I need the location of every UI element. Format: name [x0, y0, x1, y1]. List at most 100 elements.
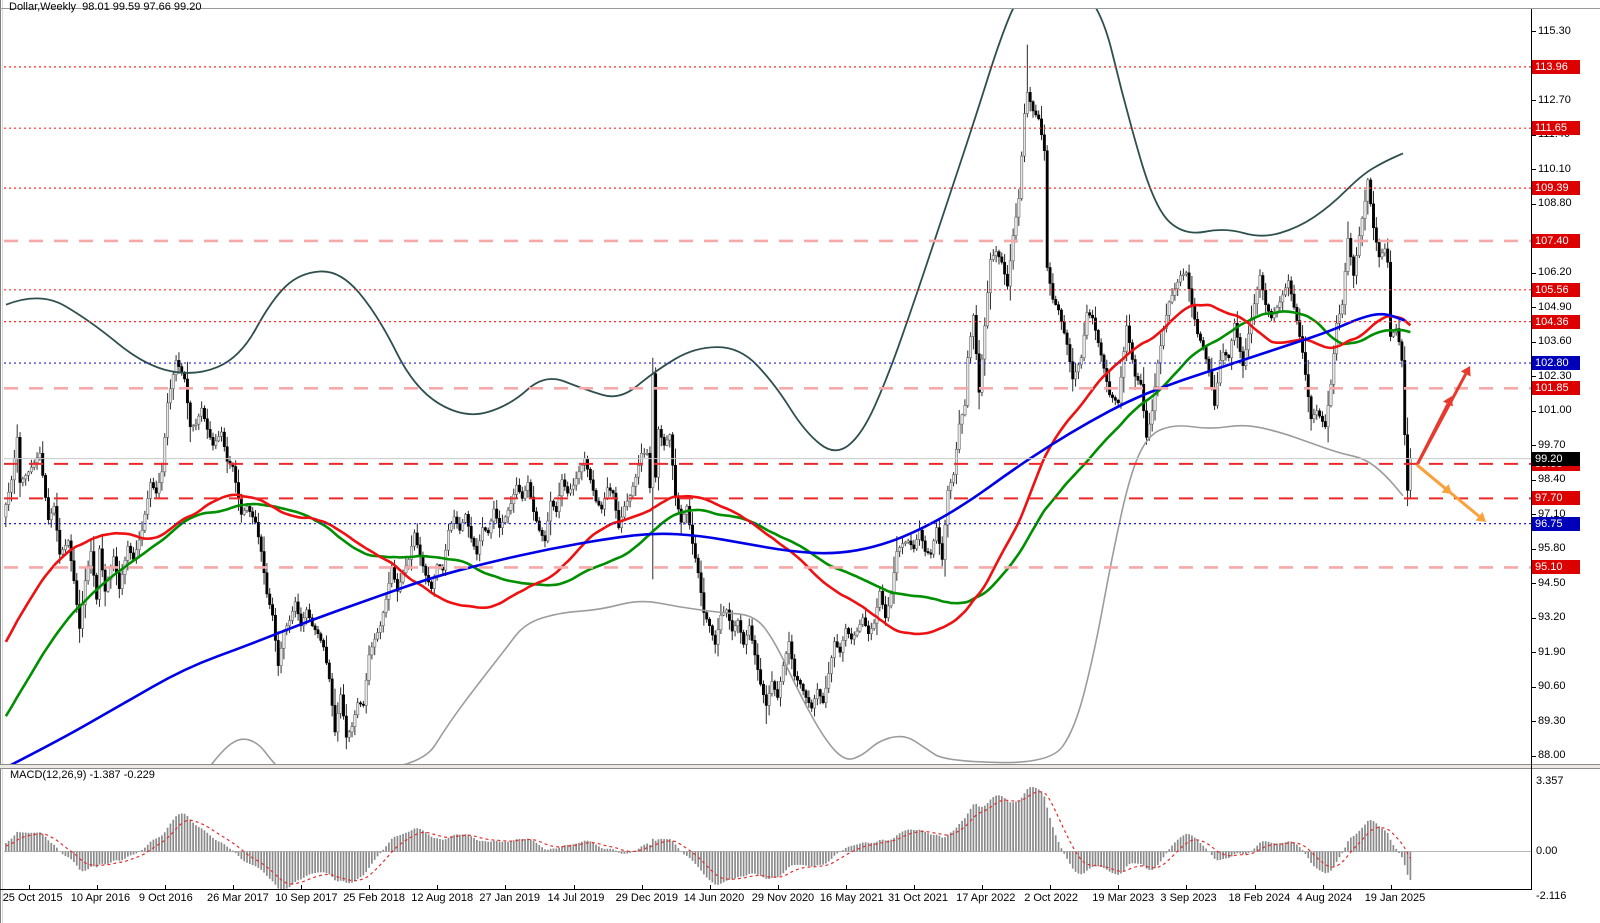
- candle-body: [305, 609, 309, 619]
- price-tick-label: 103.60: [1538, 335, 1572, 348]
- candle-body: [166, 402, 170, 438]
- upper-band-line[interactable]: [5, 0, 1404, 452]
- candle-body: [421, 556, 425, 567]
- candle-body: [1281, 294, 1285, 303]
- candle-body: [793, 658, 797, 677]
- candle-body: [509, 503, 513, 511]
- candle-body: [455, 516, 459, 524]
- candle-body: [847, 628, 851, 635]
- candle-body: [1076, 364, 1080, 373]
- candle-body: [18, 437, 22, 483]
- projection-arrow-down-long-head[interactable]: [1475, 512, 1486, 522]
- candle-body: [234, 466, 238, 483]
- candle-body: [622, 506, 626, 518]
- candle-body: [580, 464, 584, 473]
- price-level-badge-105.56[interactable]: 105.56: [1532, 282, 1580, 297]
- price-tick-mark: [1531, 583, 1536, 585]
- projection-arrows[interactable]: [1415, 366, 1486, 522]
- chart-title-ohlc: Dollar,Weekly 98.01 99.59 97.66 99.20: [9, 1, 202, 13]
- projection-arrow-up-long-shaft[interactable]: [1415, 373, 1468, 466]
- candle-body: [926, 551, 930, 554]
- panel-separator-top[interactable]: [0, 764, 1600, 765]
- candle-body: [1023, 113, 1026, 157]
- date-label: 12 Aug 2018: [411, 892, 474, 904]
- candle-body: [759, 669, 763, 685]
- candle-body: [1278, 301, 1282, 308]
- candle-body: [886, 605, 890, 619]
- candle-body: [350, 726, 354, 733]
- candle-body: [1306, 374, 1310, 397]
- price-level-badge-107.40[interactable]: 107.40: [1532, 234, 1580, 248]
- candle-body: [781, 665, 785, 682]
- candle-body: [1128, 325, 1131, 343]
- candle-body: [756, 654, 760, 670]
- date-label: 25 Oct 2015: [2, 892, 63, 904]
- candle-body: [932, 540, 936, 555]
- candle-body: [1008, 260, 1012, 287]
- candle-body: [1051, 283, 1055, 300]
- lower-band-line[interactable]: [210, 424, 1404, 773]
- macd-plot-area[interactable]: [4, 786, 1531, 890]
- candle-body: [10, 479, 13, 493]
- price-level-badge-97.70[interactable]: 97.70: [1532, 491, 1580, 506]
- candle-body: [214, 440, 218, 446]
- ma-slow-line[interactable]: [8, 312, 1406, 766]
- price-tick-mark: [1531, 617, 1536, 619]
- price-level-badge-109.39[interactable]: 109.39: [1532, 181, 1580, 196]
- candle-body: [217, 436, 221, 442]
- candle-body: [1133, 359, 1137, 377]
- projection-arrow-down-long[interactable]: [1416, 463, 1486, 522]
- candle-body: [89, 551, 93, 567]
- candle-body: [72, 560, 76, 581]
- candle-body: [1145, 410, 1148, 438]
- candle-body: [852, 634, 856, 640]
- price-level-badge-96.75[interactable]: 96.75: [1532, 516, 1580, 531]
- candle-body: [971, 315, 975, 337]
- price-level-badge-113.96[interactable]: 113.96: [1532, 59, 1580, 74]
- price-level-badge-95.10[interactable]: 95.10: [1532, 560, 1580, 575]
- candle-body: [889, 593, 893, 607]
- panel-separator-bottom[interactable]: [0, 768, 1600, 769]
- candle-body: [1369, 179, 1373, 205]
- candle-body: [543, 535, 547, 542]
- candle-body: [370, 646, 374, 656]
- candle-body: [330, 678, 334, 706]
- macd-signal-line: [5, 791, 1411, 885]
- candle-body: [325, 646, 328, 664]
- candle-body: [308, 609, 311, 619]
- candle-body: [952, 474, 956, 483]
- macd-indicator-label: MACD(12,26,9) -1.387 -0.229: [10, 769, 155, 781]
- ma-fast-line[interactable]: [4, 303, 1412, 643]
- panel-separator[interactable]: [0, 765, 1600, 768]
- candle-body: [625, 500, 629, 507]
- price-level-badge-111.65[interactable]: 111.65: [1532, 121, 1580, 136]
- candle-body: [549, 500, 553, 522]
- candle-body: [208, 429, 212, 438]
- candle-body: [1136, 376, 1140, 381]
- candle-body: [810, 702, 814, 709]
- price-level-badge-102.80[interactable]: 102.80: [1532, 356, 1580, 371]
- candle-body: [1332, 353, 1336, 385]
- candle-body: [957, 423, 961, 450]
- candle-body: [679, 508, 683, 523]
- price-level-badge-101.85[interactable]: 101.85: [1532, 381, 1580, 396]
- projection-arrow-up-long-head[interactable]: [1460, 366, 1471, 377]
- candle-body: [1054, 299, 1058, 305]
- date-label: 10 Apr 2016: [70, 892, 131, 904]
- candle-body: [980, 358, 984, 393]
- main-plot-area[interactable]: [4, 0, 1531, 773]
- date-tick-mark: [233, 885, 234, 889]
- candle-body: [1102, 354, 1106, 369]
- candle-body: [696, 557, 700, 573]
- projection-arrow-down-long-shaft[interactable]: [1416, 463, 1481, 518]
- ma-medium-line[interactable]: [4, 310, 1411, 717]
- candle-body: [821, 695, 825, 704]
- projection-arrow-up-long[interactable]: [1415, 366, 1471, 466]
- candle-body: [878, 591, 882, 608]
- candle-body: [333, 705, 337, 733]
- candle-body: [790, 641, 794, 660]
- price-level-badge-104.36[interactable]: 104.36: [1532, 314, 1580, 329]
- candle-body: [844, 628, 848, 641]
- candle-body: [1071, 361, 1075, 380]
